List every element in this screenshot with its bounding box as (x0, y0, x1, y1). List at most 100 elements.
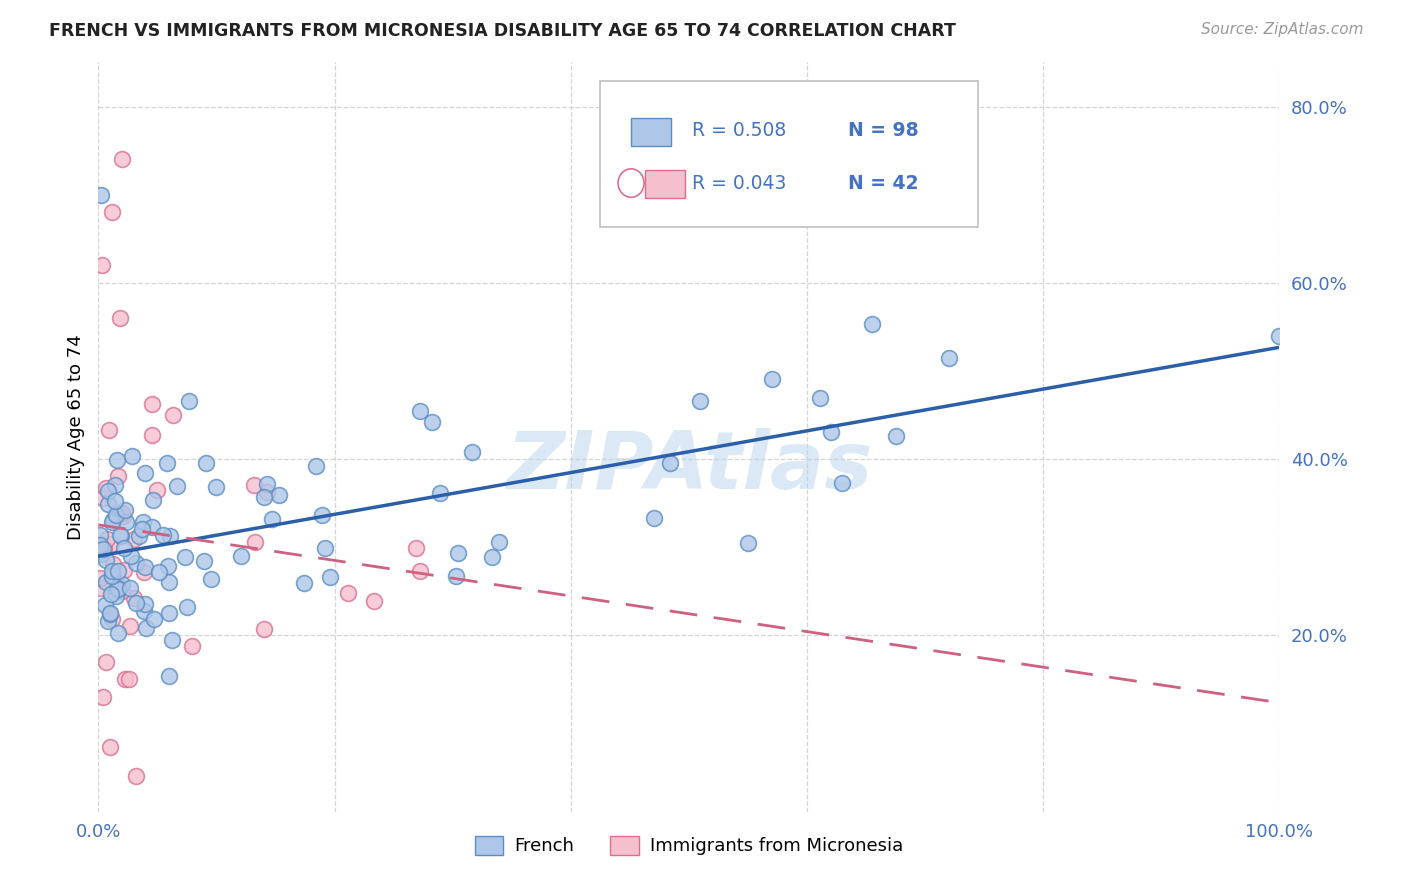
Point (96, 482, 118, 496)
Text: FRENCH VS IMMIGRANTS FROM MICRONESIA DISABILITY AGE 65 TO 74 CORRELATION CHART: FRENCH VS IMMIGRANTS FROM MICRONESIA DIS… (49, 22, 956, 40)
Point (91, 690, 114, 705)
Point (447, 546, 470, 560)
Point (107, 469, 129, 483)
Text: Source: ZipAtlas.com: Source: ZipAtlas.com (1201, 22, 1364, 37)
Point (134, 604, 156, 618)
Point (97, 497, 120, 511)
Point (134, 566, 156, 580)
Text: N = 98: N = 98 (848, 121, 920, 140)
Point (243, 478, 266, 492)
Text: N = 42: N = 42 (848, 174, 920, 193)
Point (148, 566, 170, 580)
Point (108, 580, 131, 594)
Point (97, 614, 120, 628)
Point (90, 187, 112, 202)
Point (101, 557, 124, 571)
Point (97, 483, 120, 498)
Point (89, 527, 111, 541)
Point (132, 515, 155, 529)
Point (114, 515, 136, 529)
Point (98, 607, 121, 622)
Point (101, 569, 124, 583)
Point (96, 655, 118, 669)
Point (122, 533, 145, 547)
Point (134, 467, 156, 481)
Point (111, 153, 134, 167)
Point (112, 508, 135, 523)
Point (409, 564, 432, 578)
Point (111, 577, 134, 591)
Point (205, 480, 228, 494)
Point (860, 317, 883, 331)
Point (107, 626, 129, 640)
Point (89, 571, 111, 585)
Point (179, 394, 201, 409)
Point (93, 541, 115, 556)
Point (761, 371, 783, 385)
Point (118, 581, 141, 595)
Point (157, 574, 180, 589)
Point (200, 572, 222, 586)
Point (336, 586, 359, 600)
Point (488, 535, 510, 549)
Point (461, 445, 484, 459)
Point (141, 397, 163, 411)
Point (262, 512, 284, 526)
Point (91, 542, 114, 557)
Point (256, 476, 278, 491)
Point (318, 570, 340, 584)
Point (101, 515, 124, 529)
Text: R = 0.043: R = 0.043 (693, 174, 787, 193)
Point (294, 575, 316, 590)
Point (141, 520, 163, 534)
Point (160, 632, 183, 647)
Point (269, 488, 291, 502)
Point (135, 621, 157, 635)
Point (314, 541, 336, 555)
Point (101, 513, 124, 527)
Point (114, 673, 136, 687)
Point (107, 564, 129, 578)
Point (105, 590, 128, 604)
Point (643, 511, 665, 525)
Point (98, 606, 121, 620)
Point (305, 458, 328, 473)
Point (886, 429, 908, 443)
Point (101, 565, 124, 579)
Point (157, 607, 180, 621)
Point (174, 549, 197, 564)
Point (131, 523, 153, 537)
Point (831, 475, 853, 490)
Point (104, 494, 127, 508)
Y-axis label: Disability Age 65 to 74: Disability Age 65 to 74 (66, 334, 84, 540)
Point (444, 569, 467, 583)
Point (409, 404, 432, 418)
Point (108, 582, 131, 597)
FancyBboxPatch shape (600, 81, 979, 227)
Point (110, 527, 132, 541)
Point (481, 549, 503, 564)
Point (243, 535, 266, 549)
Point (112, 541, 135, 555)
Point (125, 596, 148, 610)
Point (104, 478, 127, 492)
Point (120, 549, 142, 563)
FancyBboxPatch shape (645, 170, 685, 198)
Point (194, 456, 217, 470)
Point (363, 594, 385, 608)
Point (105, 453, 128, 467)
Point (176, 600, 198, 615)
Point (808, 391, 831, 405)
Point (141, 428, 163, 442)
Point (91, 258, 114, 272)
Point (105, 581, 128, 595)
Point (253, 622, 276, 636)
Point (1268, 328, 1291, 343)
Point (90, 547, 112, 561)
Point (100, 537, 122, 551)
Point (107, 582, 129, 596)
Point (97, 423, 120, 437)
FancyBboxPatch shape (631, 118, 671, 145)
Point (659, 456, 682, 470)
Point (122, 591, 145, 605)
